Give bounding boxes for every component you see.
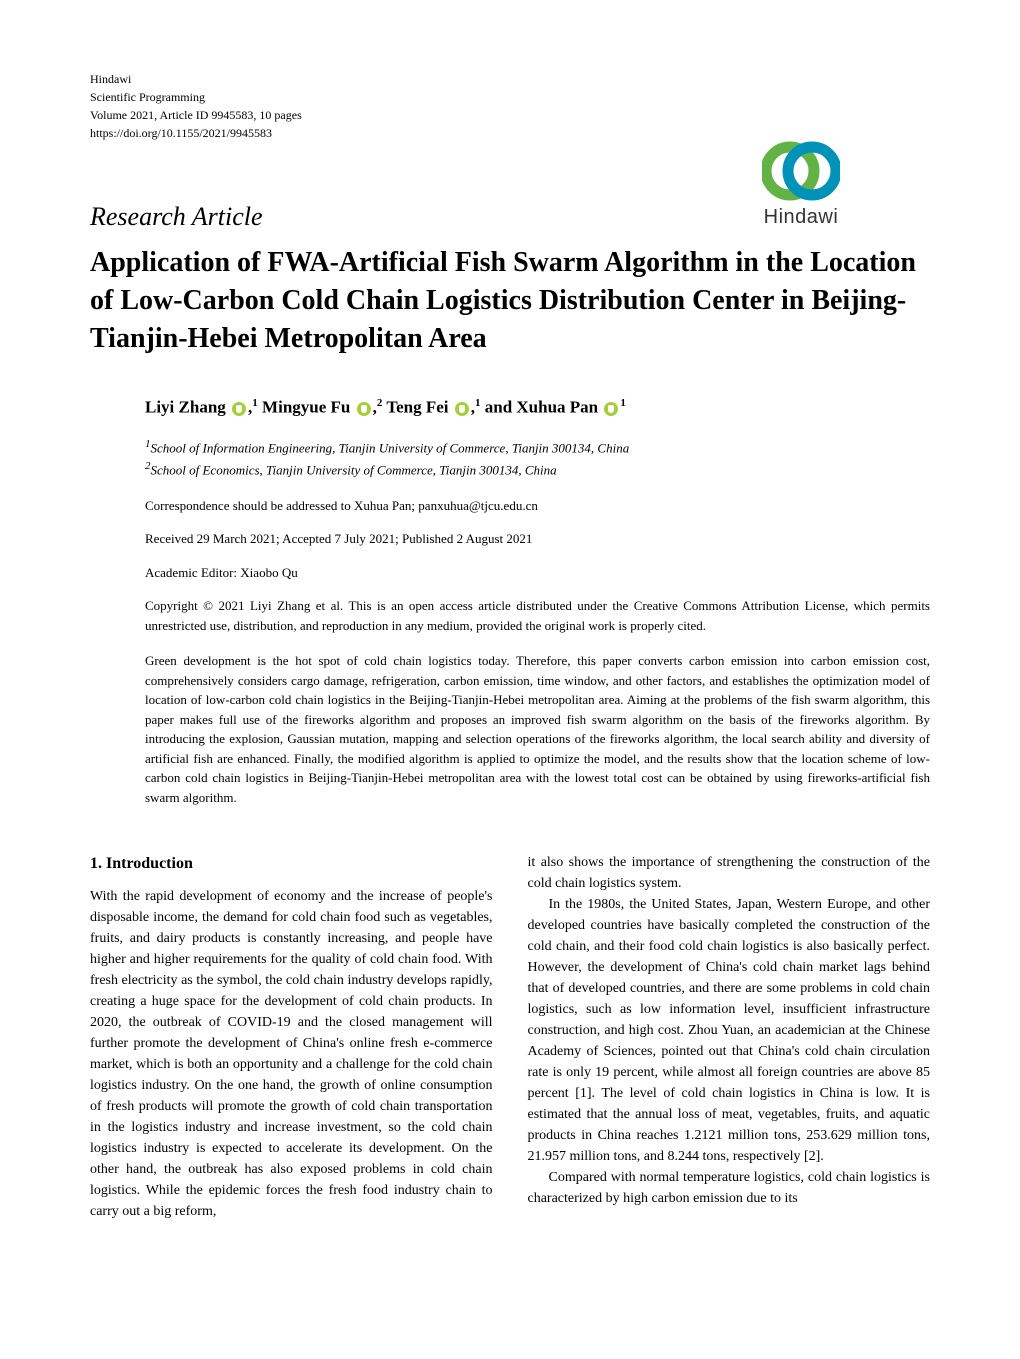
author-3-affil-sup: 1 xyxy=(475,397,481,409)
author-2-affil-sup: 2 xyxy=(377,397,383,409)
page-wrapper: Hindawi Scientific Programming Volume 20… xyxy=(90,70,930,1222)
publisher-logo: Hindawi xyxy=(762,140,840,229)
affiliation-2: 2School of Economics, Tianjin University… xyxy=(145,458,930,480)
affil-2-text: School of Economics, Tianjin University … xyxy=(151,462,557,477)
section-1-heading: 1. Introduction xyxy=(90,852,493,876)
author-4: and Xuhua Pan xyxy=(485,398,598,417)
correspondence-line: Correspondence should be addressed to Xu… xyxy=(145,496,930,516)
logo-text: Hindawi xyxy=(762,206,840,229)
author-1: Liyi Zhang xyxy=(145,398,226,417)
editor-line: Academic Editor: Xiaobo Qu xyxy=(145,563,930,583)
authors-line: Liyi Zhang ,1 Mingyue Fu ,2 Teng Fei ,1 … xyxy=(145,397,930,418)
orcid-icon[interactable] xyxy=(604,402,618,416)
intro-paragraph-2: In the 1980s, the United States, Japan, … xyxy=(528,894,931,1167)
affiliations: 1School of Information Engineering, Tian… xyxy=(145,436,930,480)
intro-paragraph-3: Compared with normal temperature logisti… xyxy=(528,1167,931,1209)
author-4-affil-sup: 1 xyxy=(620,397,626,409)
affiliation-1: 1School of Information Engineering, Tian… xyxy=(145,436,930,458)
dates-line: Received 29 March 2021; Accepted 7 July … xyxy=(145,529,930,549)
intro-paragraph-1: With the rapid development of economy an… xyxy=(90,886,493,1222)
body-columns: 1. Introduction With the rapid developme… xyxy=(90,852,930,1222)
article-title: Application of FWA-Artificial Fish Swarm… xyxy=(90,244,930,357)
copyright-line: Copyright © 2021 Liyi Zhang et al. This … xyxy=(145,596,930,635)
orcid-icon[interactable] xyxy=(232,402,246,416)
left-column: 1. Introduction With the rapid developme… xyxy=(90,852,493,1222)
author-3: Teng Fei xyxy=(386,398,448,417)
author-2: Mingyue Fu xyxy=(262,398,350,417)
volume-line: Volume 2021, Article ID 9945583, 10 page… xyxy=(90,106,930,124)
header-meta-block: Hindawi Scientific Programming Volume 20… xyxy=(90,70,930,142)
journal-name: Scientific Programming xyxy=(90,88,930,106)
affil-1-text: School of Information Engineering, Tianj… xyxy=(151,440,630,455)
intro-paragraph-1-cont: it also shows the importance of strength… xyxy=(528,852,931,894)
author-1-affil-sup: 1 xyxy=(252,397,258,409)
right-column: it also shows the importance of strength… xyxy=(528,852,931,1222)
orcid-icon[interactable] xyxy=(455,402,469,416)
abstract-text: Green development is the hot spot of col… xyxy=(145,651,930,807)
hindawi-logo-icon xyxy=(762,140,840,202)
orcid-icon[interactable] xyxy=(357,402,371,416)
publisher-name: Hindawi xyxy=(90,70,930,88)
